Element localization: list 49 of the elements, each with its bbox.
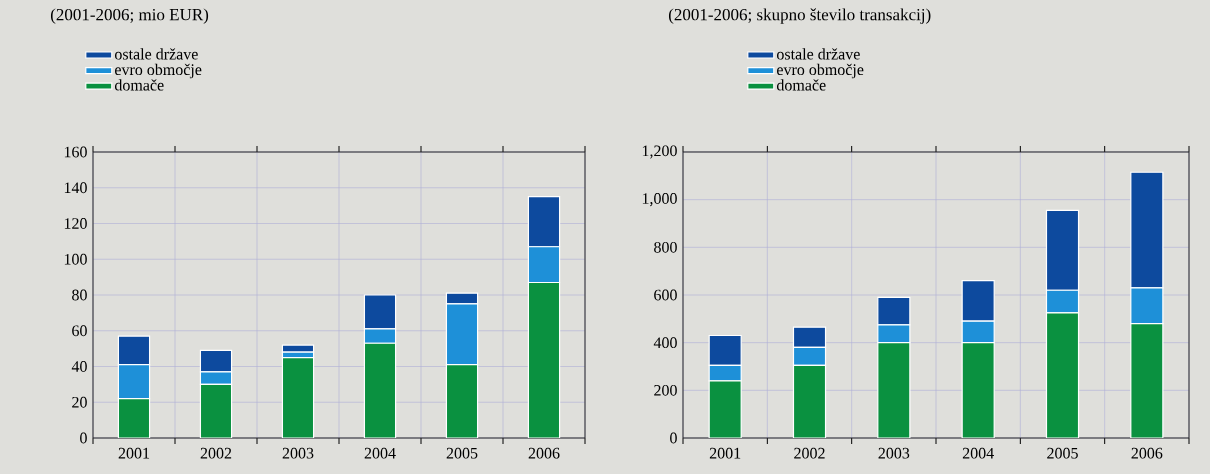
y-tick-label: 160	[64, 146, 87, 158]
legend-label: ostale države	[777, 48, 860, 60]
y-tick-label: 100	[64, 253, 87, 265]
bar	[961, 342, 995, 438]
bar	[445, 364, 479, 438]
chart-title: (2001-2006; mio EUR)	[50, 8, 209, 24]
legend-label: ostale države	[114, 48, 198, 60]
x-tick-label: 2004	[962, 447, 994, 459]
y-tick-label: 800	[654, 241, 677, 253]
x-tick-label: 2003	[282, 447, 314, 459]
bar	[877, 342, 911, 438]
x-tick-label: 2001	[709, 447, 741, 459]
y-tick-label: 1,200	[642, 145, 677, 159]
y-tick-label: 0	[670, 432, 677, 444]
y-tick-label: 0	[80, 432, 87, 444]
y-tick-label: 20	[72, 396, 87, 408]
bar	[1045, 312, 1080, 438]
y-tick-label: 600	[654, 289, 677, 301]
legend-label: domače	[776, 79, 826, 91]
y-tick-label: 140	[64, 182, 87, 194]
y-tick-label: 400	[653, 337, 677, 349]
chart-title: (2001-2006; skupno število transakcij)	[668, 8, 931, 24]
bar	[199, 383, 233, 438]
x-tick-label: 2004	[364, 447, 396, 459]
legend-label: evro območje	[115, 63, 202, 79]
bar	[792, 364, 827, 438]
bar	[527, 281, 561, 438]
x-tick-label: 2005	[1047, 447, 1078, 459]
bar	[117, 398, 151, 438]
x-tick-label: 2005	[446, 447, 478, 459]
y-tick-label: 60	[72, 325, 87, 337]
y-tick-label: 40	[71, 361, 87, 372]
y-tick-label: 120	[64, 218, 87, 229]
x-tick-label: 2002	[200, 447, 232, 459]
x-tick-label: 2002	[794, 447, 825, 459]
x-tick-label: 2001	[118, 447, 150, 459]
bar	[708, 380, 742, 438]
y-tick-label: 200	[654, 384, 677, 396]
y-tick-label: 80	[72, 289, 87, 301]
bar	[363, 342, 397, 438]
x-tick-label: 2006	[1131, 447, 1163, 459]
x-tick-label: 2006	[528, 447, 560, 459]
bar	[281, 344, 315, 353]
y-tick-label: 1,000	[642, 193, 677, 207]
bar	[1130, 323, 1164, 438]
bar	[281, 356, 315, 438]
x-tick-label: 2003	[878, 447, 910, 459]
legend-label: domače	[114, 79, 164, 91]
legend-label: evro območje	[777, 63, 864, 79]
